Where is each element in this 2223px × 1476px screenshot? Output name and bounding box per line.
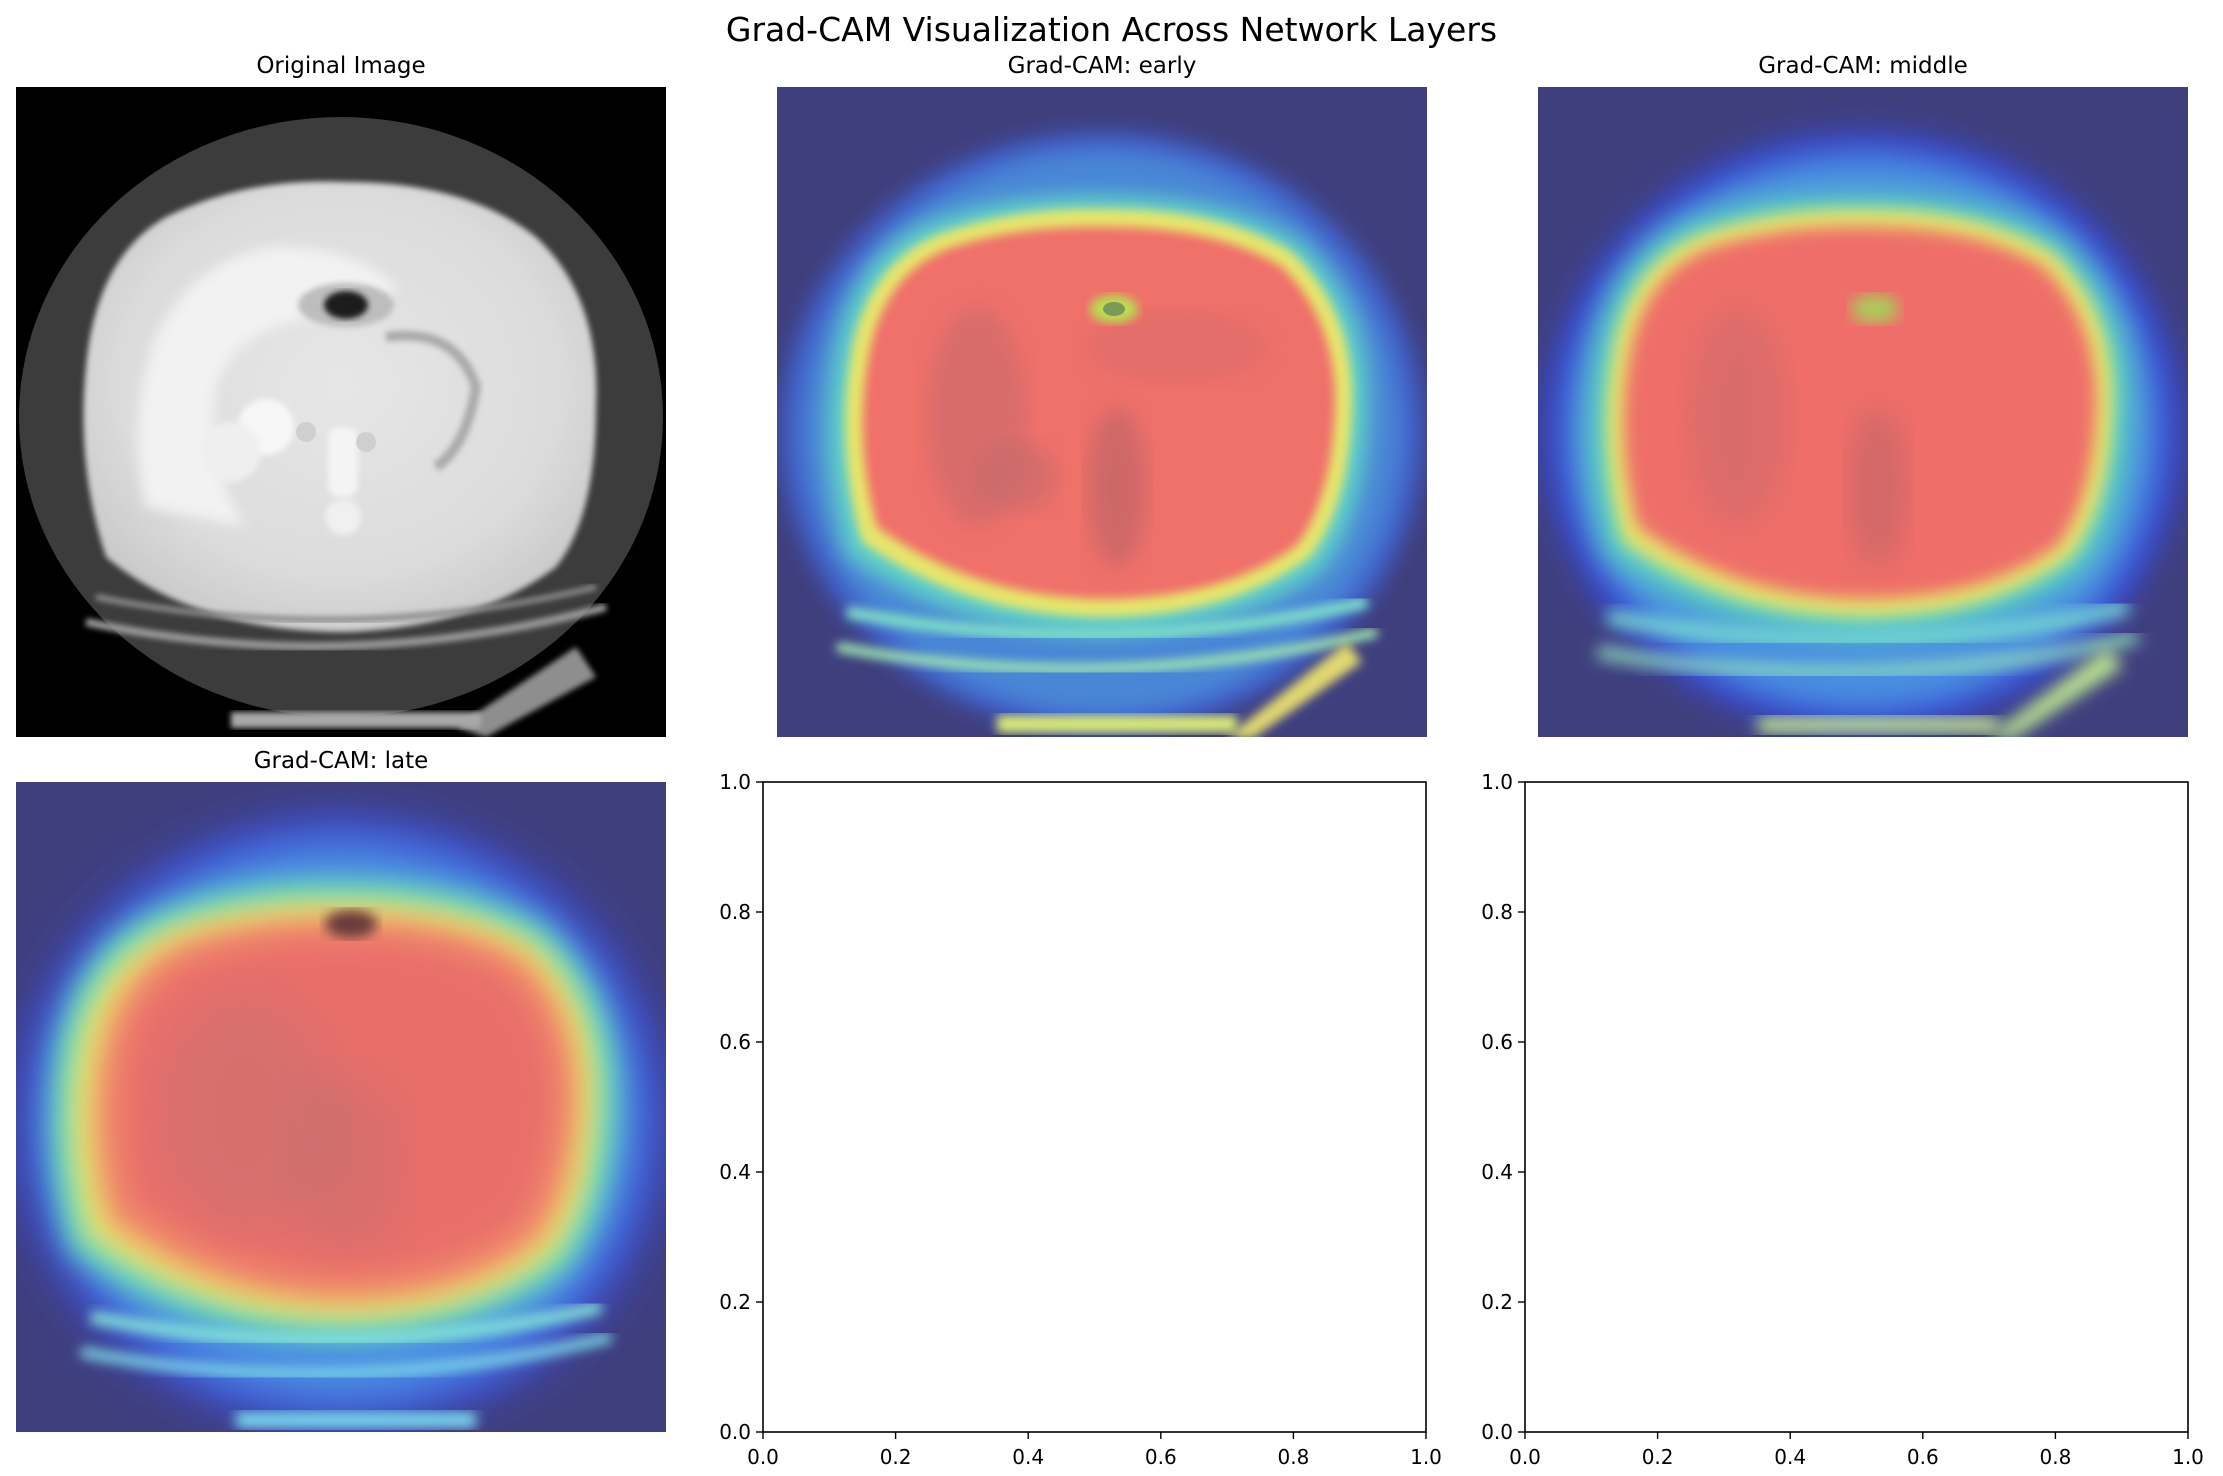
x-tick-label: 0.6 (1907, 1445, 1939, 1469)
y-tick-label: 1.0 (1481, 770, 1513, 794)
original-image-title: Original Image (256, 53, 426, 79)
x-tick-label: 1.0 (1410, 1445, 1442, 1469)
y-tick-label: 0.4 (1481, 1160, 1513, 1184)
x-tick-label: 0.6 (1145, 1445, 1177, 1469)
y-tick-label: 0.8 (1481, 900, 1513, 924)
late-heatmap-image (16, 782, 666, 1432)
early-heatmap-image (777, 87, 1427, 737)
x-tick-label: 0.2 (1642, 1445, 1674, 1469)
x-tick-label: 0.4 (1012, 1445, 1044, 1469)
y-tick-label: 0.8 (719, 900, 751, 924)
y-tick-label: 0.0 (1481, 1420, 1513, 1444)
axes-frame (1524, 781, 2189, 1433)
x-tick-label: 0.0 (1509, 1445, 1541, 1469)
x-tick-label: 0.0 (747, 1445, 779, 1469)
y-tick-label: 1.0 (719, 770, 751, 794)
late-heatmap-title: Grad-CAM: late (253, 748, 429, 774)
original-ct-image (16, 87, 666, 737)
x-tick-label: 0.8 (2039, 1445, 2071, 1469)
y-tick-label: 0.2 (719, 1290, 751, 1314)
figure-title: Grad-CAM Visualization Across Network La… (725, 10, 1498, 49)
middle-heatmap-image (1538, 87, 2188, 737)
empty-axes-2: 0.0 0.2 0.4 0.6 0.8 1.0 0.0 0.2 0.4 0.6 0.8 1.0 (1481, 770, 2204, 1469)
x-tick-label: 0.2 (880, 1445, 912, 1469)
y-tick-label: 0.0 (719, 1420, 751, 1444)
x-tick-label: 0.8 (1277, 1445, 1309, 1469)
middle-heatmap-title: Grad-CAM: middle (1758, 53, 1968, 79)
x-tick-label: 1.0 (2172, 1445, 2204, 1469)
early-heatmap-title: Grad-CAM: early (1007, 53, 1197, 79)
empty-axes-1: 0.0 0.2 0.4 0.6 0.8 1.0 0.0 0.2 0.4 0.6 0.8 1.0 (719, 770, 1442, 1469)
y-tick-label: 0.4 (719, 1160, 751, 1184)
y-tick-label: 0.6 (1481, 1030, 1513, 1054)
y-tick-label: 0.2 (1481, 1290, 1513, 1314)
x-tick-label: 0.4 (1774, 1445, 1806, 1469)
axes-frame (762, 781, 1427, 1433)
y-tick-label: 0.6 (719, 1030, 751, 1054)
